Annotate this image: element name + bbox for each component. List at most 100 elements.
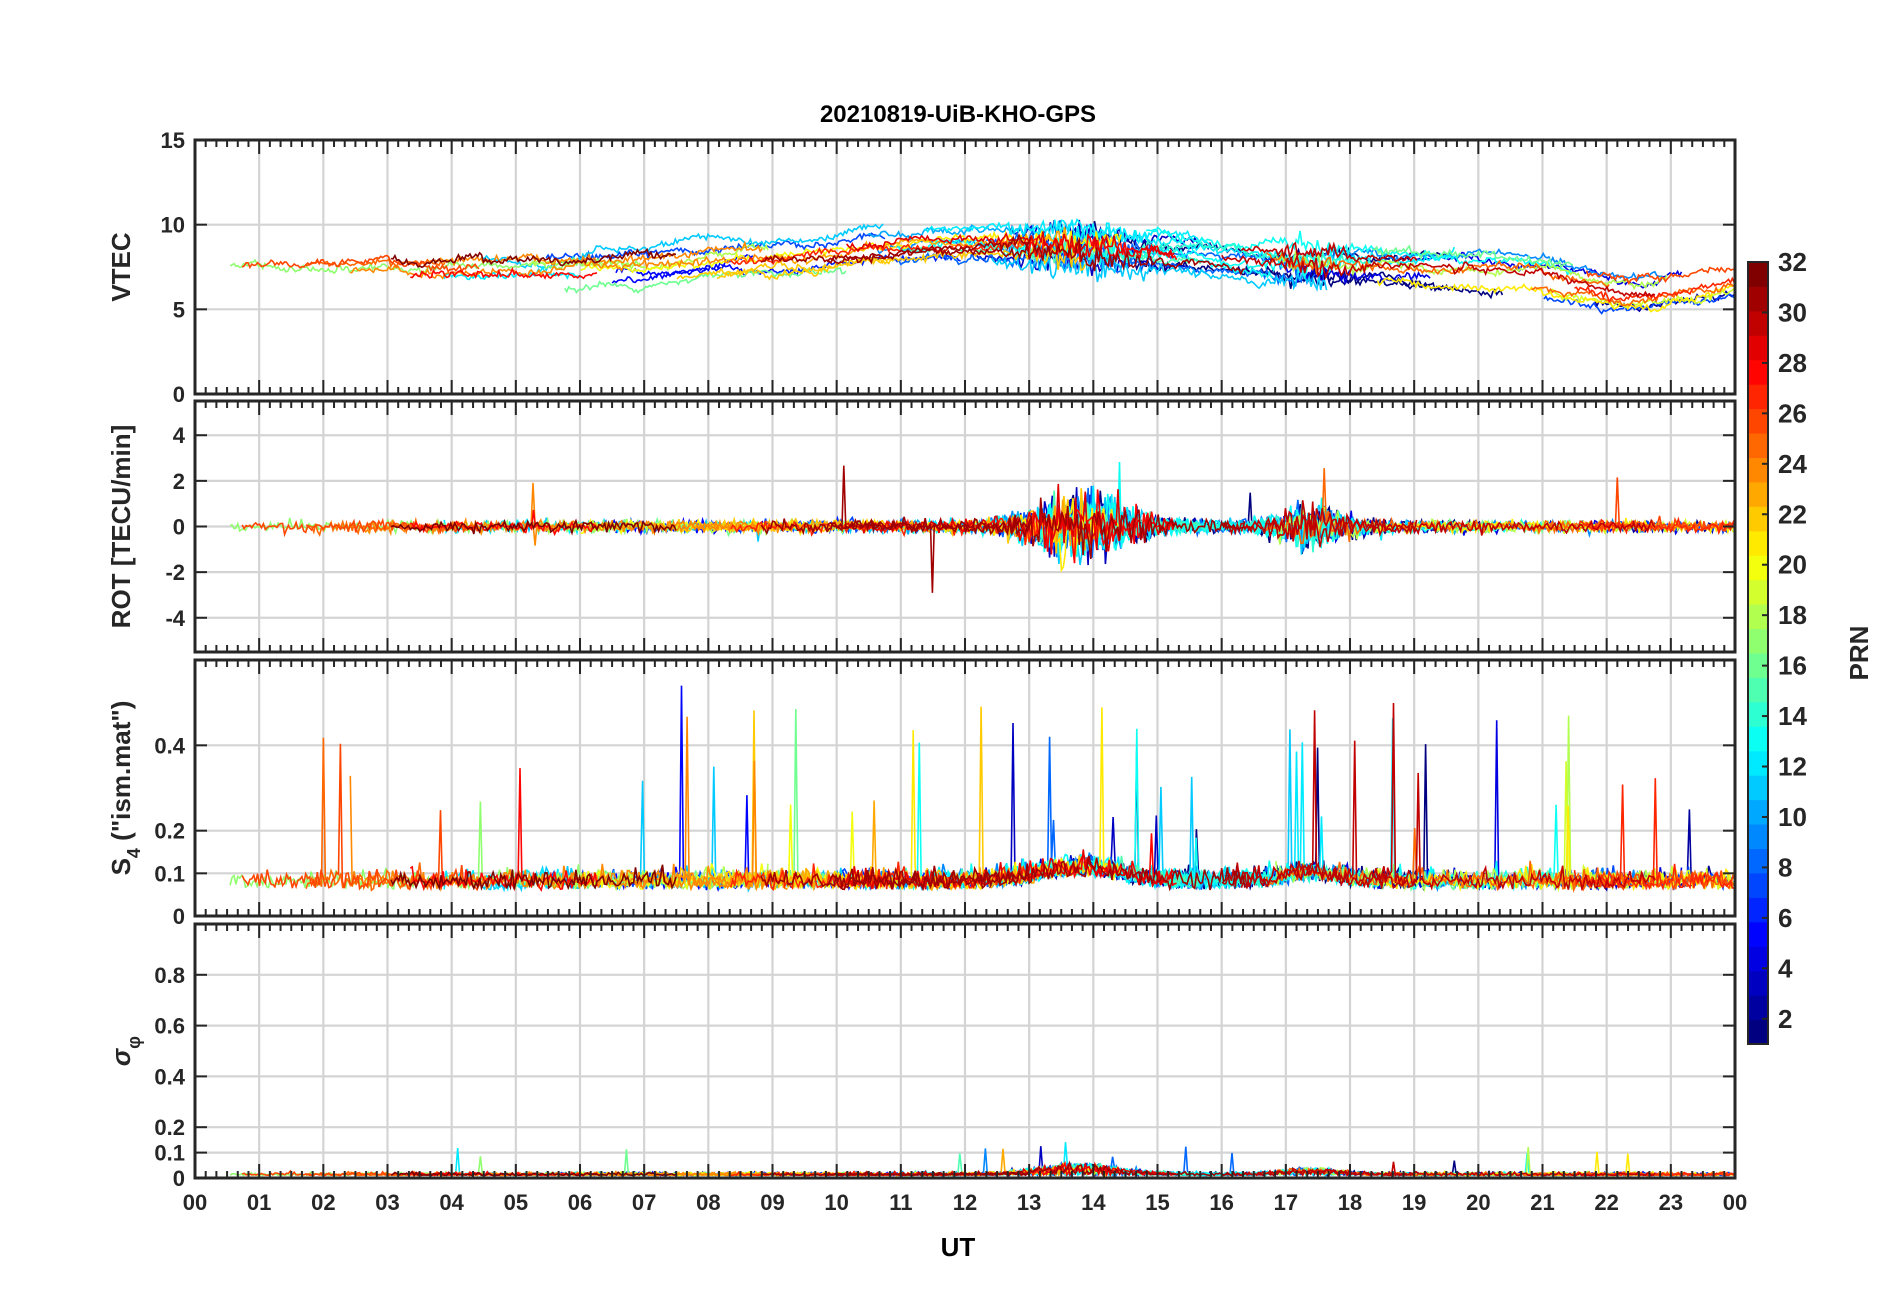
vtec-y-tick-label: 15 — [161, 128, 185, 153]
colorbar-tick-label: 6 — [1778, 903, 1792, 933]
x-tick-label: 00 — [1723, 1190, 1747, 1215]
s4-series-prn-31 — [760, 865, 1031, 892]
vtec-series-prn-16 — [1372, 244, 1574, 269]
rot-y-tick-label: 0 — [173, 515, 185, 540]
x-tick-label: 10 — [824, 1190, 848, 1215]
vtec-series-prn-7 — [545, 232, 886, 262]
colorbar-tick-label: 8 — [1778, 852, 1792, 882]
colorbar-segment — [1748, 701, 1768, 727]
colorbar-segment — [1748, 872, 1768, 898]
vtec-series-prn-10 — [867, 222, 1035, 242]
s4-y-tick-label: 0.2 — [154, 819, 185, 844]
vtec-y-tick-label: 5 — [173, 297, 185, 322]
colorbar-tick-label: 30 — [1778, 297, 1807, 327]
colorbar-segment — [1748, 921, 1768, 947]
rot-series-prn-32 — [390, 518, 677, 536]
vtec-y-ticks — [195, 139, 1735, 395]
vtec-y-axis-label: VTEC — [106, 232, 136, 302]
colorbar-segment — [1748, 726, 1768, 752]
colorbar-segment — [1748, 457, 1768, 483]
colorbar-segment — [1748, 481, 1768, 507]
rot-series-prn-30 — [1240, 501, 1418, 540]
rot-y-tick-label: 2 — [173, 469, 185, 494]
colorbar-tick-label: 22 — [1778, 499, 1807, 529]
vtec-series-prn-26 — [1585, 266, 1735, 286]
panel-vtec: 0 5 10 15 VTEC — [106, 128, 1737, 407]
colorbar-segment — [1748, 1019, 1768, 1045]
rot-y-tick-label: 4 — [173, 423, 186, 448]
s4-series-prn-27 — [1573, 778, 1735, 891]
rot-series-prn-30 — [1221, 500, 1656, 548]
sigma_phi-y-tick-label: 0.4 — [154, 1064, 185, 1089]
colorbar-segment — [1748, 262, 1768, 287]
colorbar-segment — [1748, 384, 1768, 410]
x-tick-label: 14 — [1081, 1190, 1106, 1215]
vtec-series-prn-12 — [923, 219, 1212, 248]
s4-y-axis-label: S4 ("ism.mat") — [106, 701, 144, 876]
rot-y-axis-label: ROT [TECU/min] — [106, 425, 136, 629]
s4-series — [229, 685, 1735, 894]
vtec-series — [229, 218, 1735, 315]
chart-title: 20210819-UiB-KHO-GPS — [820, 101, 1096, 128]
s4-y-tick-label: 0.4 — [154, 733, 185, 758]
x-tick-label: 19 — [1402, 1190, 1426, 1215]
sigma_phi-series-prn-31 — [826, 1160, 1246, 1177]
vtec-series-prn-30 — [1240, 241, 1418, 263]
s4-series-prn-32 — [390, 864, 677, 891]
colorbar-tick-label: 2 — [1778, 1004, 1792, 1034]
colorbar-segment — [1748, 995, 1768, 1021]
s4-series-prn-25 — [1265, 828, 1610, 892]
vtec-y-tick-label: 0 — [173, 382, 185, 407]
colorbar-segment — [1748, 530, 1768, 556]
colorbar-tick-label: 10 — [1778, 802, 1807, 832]
s4-x-ticks — [194, 660, 1736, 916]
colorbar-segment — [1748, 628, 1768, 654]
x-tick-label: 05 — [504, 1190, 528, 1215]
x-tick-label: 15 — [1145, 1190, 1169, 1215]
x-tick-label: 07 — [632, 1190, 656, 1215]
vtec-series-prn-32 — [390, 247, 677, 269]
sigma_phi-y-tick-label: 0.1 — [154, 1141, 185, 1166]
vtec-series-prn-28 — [410, 266, 598, 280]
sigma_phi-y-tick-label: 0 — [173, 1166, 185, 1191]
sigma_phi-series-prn-32 — [390, 1170, 677, 1177]
s4-y-tick-label: 0.1 — [154, 861, 185, 886]
colorbar-segment — [1748, 946, 1768, 972]
colorbar-tick-label: 4 — [1778, 953, 1793, 983]
colorbar-segment — [1748, 653, 1768, 678]
colorbar-tick-label: 16 — [1778, 651, 1807, 681]
sigma_phi-y-tick-label: 0.2 — [154, 1115, 185, 1140]
colorbar-segment — [1748, 897, 1768, 923]
panel-s4: 0 0.1 0.2 0.4 S4 ("ism.mat") — [106, 658, 1737, 929]
colorbar-tick-label: 28 — [1778, 348, 1807, 378]
sigma_phi-y-tick-label: 0.8 — [154, 963, 185, 988]
x-tick-label: 11 — [889, 1190, 912, 1215]
panel-rot: -4 -2 0 2 4 ROT [TECU/min] — [106, 399, 1737, 654]
vtec-series-prn-29 — [845, 231, 1175, 259]
vtec-series-prn-4 — [1283, 264, 1431, 284]
colorbar-segment — [1748, 433, 1768, 458]
sigma_phi-y-tick-label: 0.6 — [154, 1014, 185, 1039]
x-tick-label: 13 — [1017, 1190, 1041, 1215]
colorbar-segment — [1748, 848, 1768, 874]
colorbar-segment — [1748, 824, 1768, 849]
vtec-series-prn-31 — [827, 237, 1246, 276]
s4-series-prn-31 — [826, 855, 1246, 892]
sigma_phi-series-prn-30 — [1221, 1168, 1656, 1178]
vtec-series-prn-25 — [1531, 282, 1734, 307]
colorbar-frame — [1747, 261, 1769, 1045]
rot-grid — [193, 401, 1737, 652]
rot-y-tick-label: -4 — [165, 606, 185, 631]
vtec-series-prn-22 — [716, 256, 893, 280]
sigma_phi-series — [229, 1142, 1735, 1178]
s4-y-tick-label: 0 — [173, 904, 185, 929]
colorbar-tick-label: 14 — [1778, 701, 1807, 731]
colorbar-tick-label: 26 — [1778, 398, 1807, 428]
x-tick-label: 09 — [760, 1190, 784, 1215]
colorbar-tick-label: 24 — [1778, 449, 1807, 479]
rot-x-ticks — [194, 401, 1736, 652]
colorbar-tick-label: 20 — [1778, 550, 1807, 580]
rot-series-prn-25 — [1265, 468, 1610, 545]
